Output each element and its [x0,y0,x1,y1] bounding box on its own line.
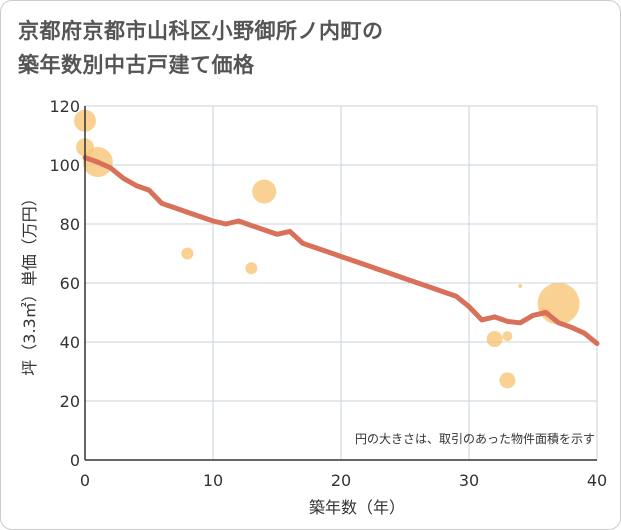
y-axis-label: 坪（3.3㎡）単価（万円） [20,190,39,375]
chart-title-line2: 築年数別中古戸建て価格 [18,53,255,77]
chart-title-line1: 京都府京都市山科区小野御所ノ内町の [18,19,384,43]
y-tick-label: 100 [49,156,80,175]
x-tick-label: 0 [80,471,90,490]
x-tick-label: 40 [587,471,607,490]
bubble-point [499,372,516,389]
y-tick-label: 60 [60,274,80,293]
x-tick-label: 20 [331,471,351,490]
y-tick-label: 40 [60,333,80,352]
bubble-point [537,282,580,325]
x-tick-label: 10 [203,471,223,490]
grid-lines [85,105,598,460]
y-tick-label: 80 [60,215,80,234]
bubble-series [74,109,580,389]
bubble-point [245,262,258,275]
chart-title: 京都府京都市山科区小野御所ノ内町の 築年数別中古戸建て価格 [18,14,384,82]
x-axis-label: 築年数（年） [309,498,405,517]
bubble-point [486,331,503,348]
y-tick-label: 20 [60,392,80,411]
bubble-point [181,247,194,260]
y-tick-label: 120 [49,97,80,116]
bubble-point [518,283,523,288]
axes [84,106,597,461]
bubble-point [502,331,513,342]
average-price-line [82,155,600,346]
x-tick-label: 30 [459,471,479,490]
tick-labels: 0 20 40 60 80 100 120 0 10 20 30 40 [49,97,607,490]
bubble-point [252,179,277,204]
y-tick-label: 0 [70,451,80,470]
size-annotation: 円の大きさは、取引のあった物件面積を示す [355,431,595,446]
average-line-series [82,155,600,346]
